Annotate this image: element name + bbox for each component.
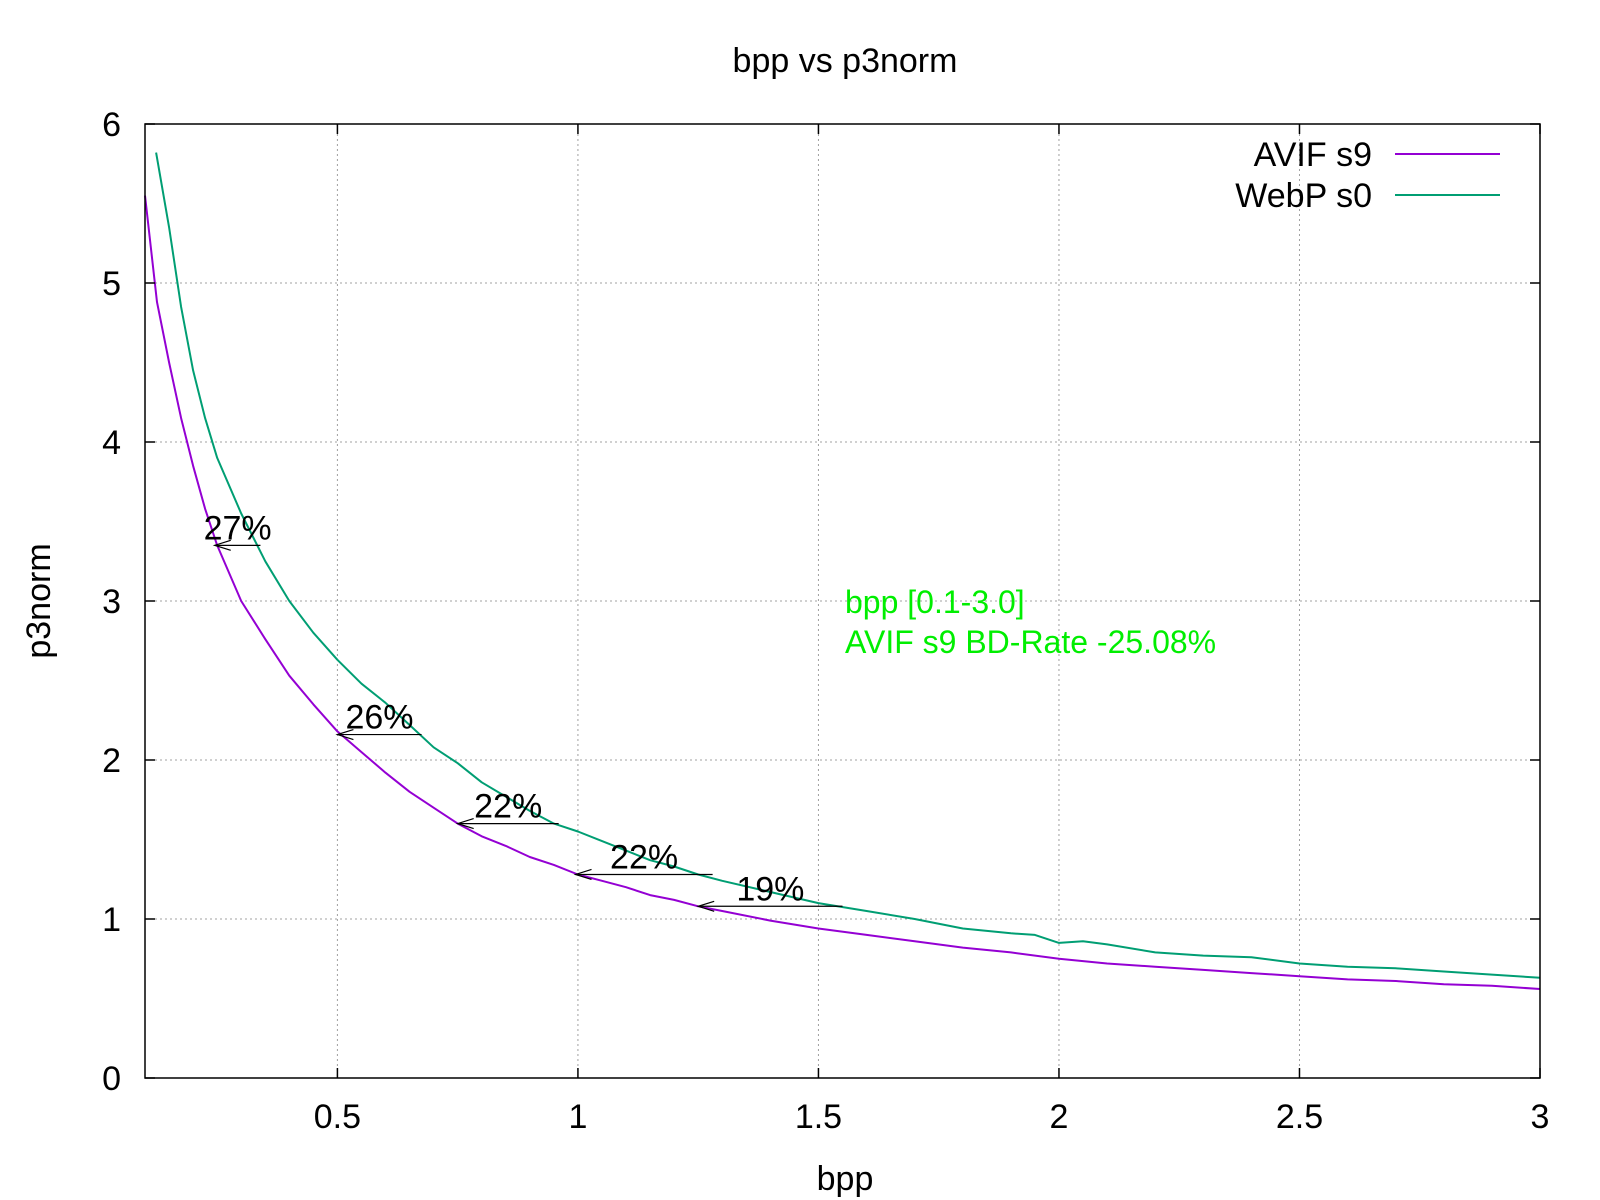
note-line-bdrate: AVIF s9 BD-Rate -25.08% bbox=[845, 624, 1216, 660]
x-axis-title: bpp bbox=[817, 1160, 874, 1198]
annotation-arrowhead bbox=[573, 868, 592, 881]
legend-label: WebP s0 bbox=[1235, 177, 1372, 215]
y-tick-label: 2 bbox=[102, 742, 121, 780]
series-line-avif-s9 bbox=[144, 195, 1541, 990]
note-line-range: bpp [0.1-3.0] bbox=[845, 584, 1025, 620]
y-tick-label: 1 bbox=[102, 901, 121, 939]
x-tick-label: 1.5 bbox=[795, 1098, 842, 1136]
annotation-label: 27% bbox=[204, 509, 272, 547]
y-tick-label: 4 bbox=[102, 424, 121, 462]
annotation-label: 19% bbox=[736, 870, 804, 908]
legend-label: AVIF s9 bbox=[1254, 136, 1372, 174]
annotation-arrowhead bbox=[335, 728, 354, 741]
y-tick-label: 5 bbox=[102, 265, 121, 303]
x-tick-label: 3 bbox=[1531, 1098, 1550, 1136]
x-tick-label: 0.5 bbox=[314, 1098, 361, 1136]
x-tick-label: 2.5 bbox=[1276, 1098, 1323, 1136]
grid bbox=[145, 124, 1540, 1078]
annotation-label: 22% bbox=[474, 788, 542, 826]
x-tick-label: 2 bbox=[1050, 1098, 1069, 1136]
bd-rate-note: bpp [0.1-3.0] AVIF s9 BD-Rate -25.08% bbox=[845, 584, 1216, 660]
y-tick-label: 0 bbox=[102, 1060, 121, 1098]
annotation-arrowhead bbox=[212, 539, 231, 551]
annotation-label: 22% bbox=[610, 838, 678, 876]
y-axis-title: p3norm bbox=[20, 543, 58, 658]
x-tick-label: 1 bbox=[568, 1098, 587, 1136]
annotation-arrowhead bbox=[455, 818, 474, 830]
y-tick-label: 6 bbox=[102, 106, 121, 144]
annotation-arrowhead bbox=[696, 900, 715, 912]
y-tick-label: 3 bbox=[102, 583, 121, 621]
series-line-webp-s0 bbox=[155, 152, 1541, 979]
annotations: 27% 26% 22% 22% 19% bbox=[204, 509, 843, 912]
axis-ticks: 0.5 1 1.5 2 2.5 3 0 1 2 3 4 5 6 bbox=[102, 106, 1549, 1136]
chart-title: bpp vs p3norm bbox=[733, 42, 958, 80]
annotation-label: 26% bbox=[345, 699, 413, 737]
series-lines bbox=[144, 152, 1541, 990]
